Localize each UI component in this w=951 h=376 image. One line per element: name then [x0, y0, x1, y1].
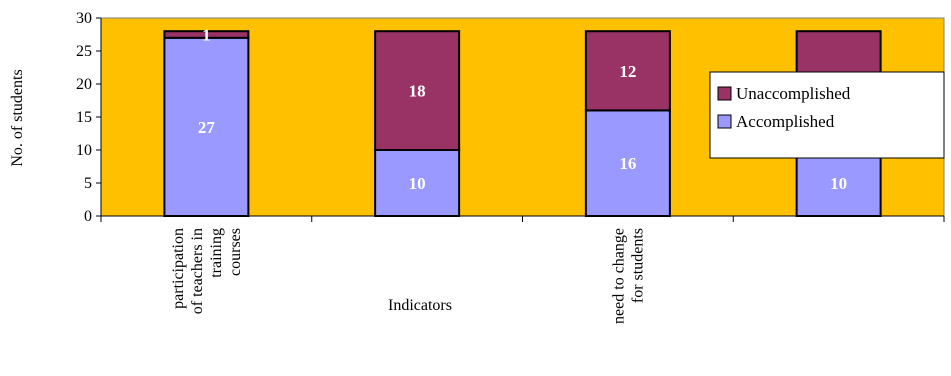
- y-tick-label: 0: [84, 208, 92, 225]
- legend-label: Accomplished: [736, 112, 835, 131]
- data-label: 18: [409, 82, 426, 101]
- data-label: 12: [619, 62, 636, 81]
- bar-segment: [163, 36, 250, 217]
- legend-box: [709, 71, 945, 159]
- bar-segment: [374, 149, 461, 217]
- y-tick-label: 5: [84, 175, 92, 192]
- x-tick-label: participation of teachers in training cours…: [170, 228, 244, 314]
- legend-label: Unaccomplished: [736, 84, 851, 103]
- bar-segment: [163, 30, 250, 39]
- bar-segment: [374, 30, 461, 152]
- y-tick-label: 30: [76, 10, 92, 27]
- x-tick-label: need to change for students: [610, 228, 646, 324]
- bar-segment: [584, 30, 671, 112]
- y-axis-title: No. of students: [9, 69, 26, 166]
- data-label: 27: [198, 118, 216, 137]
- bar-segment: [795, 149, 882, 217]
- x-axis-title: Indicators: [388, 297, 452, 314]
- data-label: 1: [202, 26, 211, 45]
- data-label: 10: [830, 174, 847, 193]
- y-tick-label: 15: [76, 109, 92, 126]
- y-tick-label: 25: [76, 43, 92, 60]
- data-label: 10: [409, 174, 426, 193]
- legend-swatch: [717, 114, 732, 129]
- bar-segment: [584, 109, 671, 217]
- data-label: 16: [619, 154, 636, 173]
- y-tick-label: 20: [76, 76, 92, 93]
- legend-swatch: [717, 86, 732, 101]
- y-tick-label: 10: [76, 142, 92, 159]
